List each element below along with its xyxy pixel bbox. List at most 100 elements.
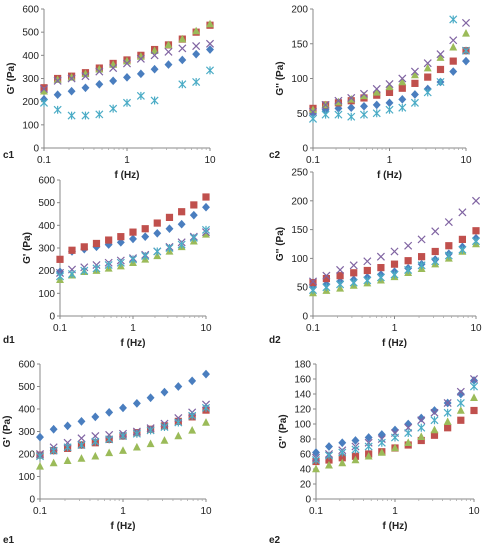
y-tick-label: 0: [49, 312, 55, 323]
y-tick-label: 200: [22, 97, 39, 108]
data-point-star: [192, 77, 201, 86]
y-tick-label: 600: [18, 360, 35, 371]
data-point-diamond: [91, 412, 100, 422]
data-point-square: [105, 236, 113, 244]
y-tick-label: 200: [18, 450, 35, 461]
data-point-diamond: [109, 76, 118, 86]
data-point-triangle: [192, 26, 201, 35]
y-tick-label: 80: [300, 435, 312, 446]
data-point-diamond: [364, 433, 373, 442]
data-point-star: [136, 91, 145, 100]
data-point-diamond: [351, 436, 360, 445]
series-cross: [311, 374, 479, 462]
data-point-triangle: [206, 19, 214, 28]
data-point-star: [398, 103, 407, 112]
y-axis-label: G'' (Pa): [278, 414, 289, 448]
data-point-star: [122, 98, 132, 107]
data-point-square: [377, 264, 385, 272]
y-tick-label: 180: [294, 360, 311, 371]
data-point-square: [458, 235, 467, 243]
y-tick-label: 500: [38, 198, 55, 209]
data-point-cross: [417, 416, 426, 425]
data-point-cross: [430, 408, 439, 417]
data-point-cross: [423, 59, 432, 68]
data-point-star: [458, 245, 467, 254]
data-point-star: [104, 260, 113, 270]
panel-label: e1: [3, 535, 15, 546]
data-point-square: [178, 208, 186, 216]
series-triangle: [312, 393, 478, 473]
data-point-star: [456, 398, 465, 408]
data-point-triangle: [430, 425, 439, 434]
data-point-triangle: [398, 77, 407, 86]
data-point-cross: [321, 100, 330, 109]
data-point-star: [338, 448, 347, 457]
y-tick-label: 100: [291, 74, 308, 85]
series-square: [56, 193, 210, 263]
data-point-triangle: [153, 251, 162, 260]
data-point-star: [146, 426, 155, 435]
data-point-star: [105, 435, 114, 444]
data-point-diamond: [398, 95, 407, 104]
data-point-cross: [458, 208, 467, 217]
x-tick-label: 10: [200, 506, 212, 517]
data-point-star: [321, 110, 330, 119]
data-point-star: [35, 452, 45, 461]
data-point-triangle: [364, 451, 373, 460]
y-tick-label: 120: [294, 405, 311, 416]
data-point-triangle: [338, 458, 347, 467]
data-point-star: [390, 270, 399, 279]
data-point-diamond: [81, 83, 90, 93]
y-axis-label: G' (Pa): [22, 232, 33, 264]
data-point-star: [364, 442, 373, 451]
data-point-cross: [410, 67, 419, 76]
data-point-star: [81, 111, 90, 120]
data-point-cross: [431, 227, 440, 236]
y-tick-label: 100: [22, 120, 39, 131]
data-point-triangle: [146, 439, 155, 448]
data-point-square: [457, 416, 465, 424]
data-point-star: [423, 88, 432, 97]
data-point-square: [424, 73, 432, 81]
data-point-triangle: [391, 443, 399, 452]
data-point-triangle: [95, 64, 104, 73]
panel-label: d1: [3, 335, 15, 346]
data-point-square: [350, 269, 358, 277]
y-tick-label: 100: [38, 289, 55, 300]
y-tick-label: 300: [38, 244, 55, 255]
data-point-cross: [67, 74, 76, 83]
data-point-diamond: [312, 448, 320, 457]
data-point-square: [417, 436, 425, 445]
data-point-square: [202, 193, 210, 201]
data-point-triangle: [202, 418, 210, 426]
data-point-diamond: [372, 100, 381, 110]
data-point-diamond: [63, 421, 72, 431]
data-point-square: [322, 274, 330, 283]
data-point-diamond: [119, 403, 127, 413]
data-point-star: [189, 233, 198, 242]
x-tick-label: 10: [460, 155, 472, 166]
data-point-star: [141, 251, 150, 260]
y-tick-label: 100: [291, 254, 308, 265]
data-point-star: [92, 264, 101, 273]
data-point-diamond: [192, 49, 201, 59]
data-point-triangle: [456, 406, 465, 414]
series-triangle: [40, 19, 214, 95]
data-point-cross: [363, 257, 372, 266]
data-point-diamond: [129, 234, 137, 244]
data-point-diamond: [36, 432, 44, 442]
data-point-square: [325, 456, 333, 464]
data-point-star: [153, 247, 162, 256]
data-point-square: [411, 79, 419, 87]
y-tick-label: 0: [302, 144, 308, 155]
x-tick-label: 10: [200, 323, 212, 334]
series-triangle: [36, 418, 210, 470]
data-point-diamond: [360, 101, 368, 111]
data-point-star: [55, 272, 65, 281]
data-point-triangle: [160, 436, 169, 444]
data-point-star: [385, 105, 394, 114]
data-point-star: [336, 280, 345, 289]
x-tick-label: 10: [468, 506, 480, 517]
data-point-cross: [109, 64, 118, 73]
data-point-cross: [372, 84, 381, 93]
